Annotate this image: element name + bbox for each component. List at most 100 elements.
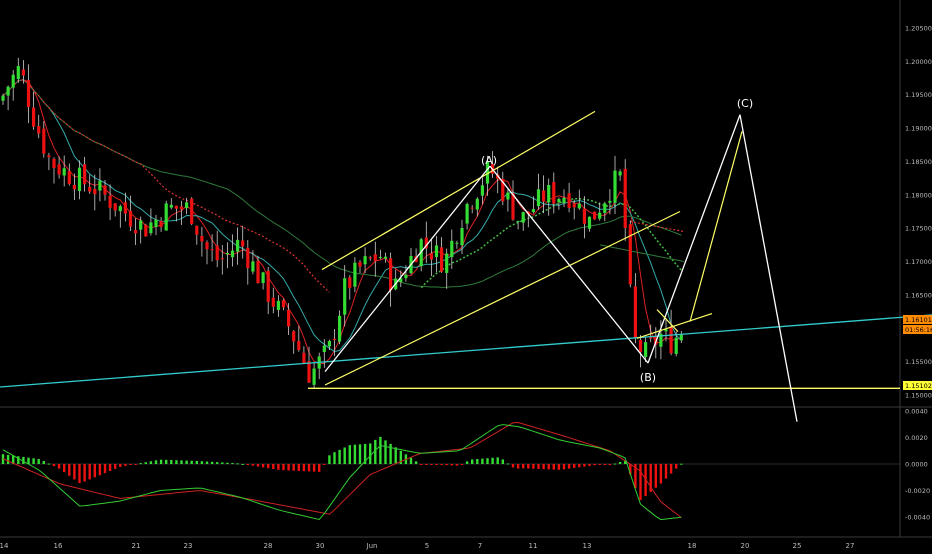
macd-histogram-bar — [562, 464, 566, 470]
time-tick-label: 20 — [741, 542, 750, 550]
candle-body — [338, 315, 342, 342]
macd-histogram-bar — [221, 462, 224, 464]
candle-body — [343, 278, 347, 315]
macd-histogram-bar — [200, 461, 204, 464]
macd-histogram-bar — [134, 464, 137, 465]
macd-histogram-bar — [608, 464, 612, 466]
macd-histogram-bar — [537, 464, 540, 469]
macd-histogram-bar — [389, 443, 392, 464]
macd-histogram-bar — [593, 464, 596, 466]
candle-body — [633, 286, 637, 338]
candle-body — [628, 224, 632, 285]
macd-histogram-bar — [27, 457, 30, 464]
macd-histogram-bar — [149, 461, 153, 464]
cyan-trendline — [0, 314, 932, 388]
candle-body — [429, 253, 433, 260]
candle-body — [623, 168, 627, 229]
candle-body — [424, 237, 428, 249]
time-tick-label: 23 — [184, 542, 193, 550]
macd-histogram-bar — [307, 464, 311, 472]
macd-histogram-bar — [338, 449, 341, 464]
candle-body — [404, 274, 408, 279]
macd-histogram-bar — [680, 463, 683, 465]
macd-histogram-bar — [312, 464, 316, 472]
candle-body — [276, 300, 280, 310]
candle-body — [93, 188, 97, 195]
candle-body — [292, 331, 296, 342]
macd-histogram-bar — [491, 457, 494, 464]
candle-body — [200, 235, 204, 242]
ma-dotted-green-line — [420, 197, 682, 289]
last-price-badge-bg — [903, 315, 932, 324]
candle-body — [664, 329, 668, 332]
time-tick-label: 25 — [793, 542, 802, 550]
price-tick-label: 1.20500 — [905, 25, 932, 33]
time-tick-label: 30 — [316, 542, 325, 550]
macd-histogram-bar — [190, 460, 193, 464]
macd-histogram-bar — [180, 460, 183, 464]
macd-histogram-bar — [231, 463, 234, 465]
macd-histogram-bar — [98, 464, 102, 476]
candle-body — [450, 240, 454, 258]
candle-body — [42, 128, 46, 154]
macd-histogram-bar — [379, 436, 382, 464]
macd-histogram-bar — [527, 464, 530, 469]
time-tick-label: 28 — [264, 542, 273, 550]
macd-histogram-bar — [165, 459, 168, 464]
candle-body — [185, 202, 189, 209]
time-tick-label: 21 — [132, 542, 141, 550]
candle-body — [383, 256, 388, 259]
macd-histogram-bar — [420, 464, 423, 465]
candle-body — [368, 257, 372, 259]
time-tick-label: 11 — [529, 542, 538, 550]
macd-histogram-bar — [363, 443, 367, 464]
candle-body — [261, 272, 265, 284]
macd-histogram-bar — [394, 447, 397, 464]
candle-body — [348, 277, 352, 288]
candle-body — [179, 206, 184, 210]
macd-histogram-bar — [42, 461, 45, 464]
macd-histogram-bar — [516, 464, 520, 469]
macd-histogram-bar — [292, 464, 295, 471]
macd-histogram-bar — [659, 464, 663, 484]
macd-histogram-bar — [445, 464, 448, 466]
macd-histogram-bar — [103, 464, 107, 474]
macd-histogram-bar — [664, 464, 668, 479]
candle-body — [72, 184, 76, 190]
candle-body — [144, 225, 148, 237]
ma-slow-extension — [599, 244, 685, 263]
macd-histogram-bar — [618, 461, 622, 464]
time-tick-label: 16 — [54, 542, 63, 550]
macd-histogram-bar — [267, 464, 270, 469]
macd-histogram-bar — [88, 464, 91, 480]
price-tick-label: 1.19500 — [905, 91, 932, 99]
macd-histogram-bar — [236, 463, 239, 465]
candle-body — [501, 178, 505, 202]
macd-histogram-bar — [63, 464, 66, 473]
macd-histogram-bar — [624, 460, 627, 464]
macd-histogram-bar — [435, 464, 438, 465]
candle-body — [373, 254, 377, 262]
candle-body — [363, 256, 367, 265]
macd-histogram-bar — [649, 464, 652, 492]
macd-histogram-bar — [139, 463, 142, 465]
macd-histogram-bar — [430, 464, 433, 465]
macd-histogram-bar — [22, 456, 25, 464]
last-price-badge: 1.16101 — [905, 316, 932, 324]
macd-histogram-bar — [47, 463, 51, 465]
macd-tick-label: 0.0020 — [905, 434, 928, 442]
candle-body — [480, 185, 484, 196]
candle-body — [593, 211, 597, 220]
wave-4-line — [739, 114, 798, 422]
candle-body — [37, 126, 41, 134]
macd-histogram-bar — [114, 464, 117, 469]
candle-body — [434, 245, 439, 258]
macd-histogram-bar — [343, 447, 346, 464]
candle-body — [542, 190, 546, 202]
macd-histogram-bar — [639, 464, 642, 501]
macd-histogram-bar — [460, 464, 464, 465]
macd-histogram-bar — [78, 464, 81, 484]
time-tick-label: 13 — [583, 542, 592, 550]
candle-body — [659, 333, 663, 347]
candle-body — [154, 219, 158, 227]
